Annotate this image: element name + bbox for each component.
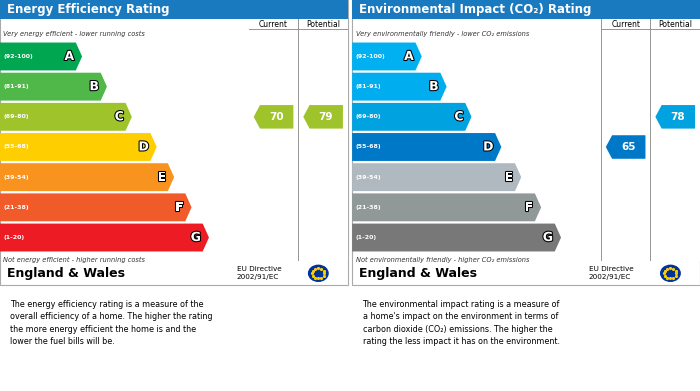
Text: (81-91): (81-91) bbox=[4, 84, 29, 89]
Bar bbox=[601, 29, 700, 30]
Text: Energy Efficiency Rating: Energy Efficiency Rating bbox=[7, 3, 169, 16]
Text: C: C bbox=[115, 110, 124, 123]
Text: Potential: Potential bbox=[306, 20, 340, 29]
Text: Current: Current bbox=[259, 20, 288, 29]
Polygon shape bbox=[303, 105, 343, 129]
Text: Not environmentally friendly - higher CO₂ emissions: Not environmentally friendly - higher CO… bbox=[356, 257, 529, 263]
Polygon shape bbox=[352, 133, 501, 161]
Text: 70: 70 bbox=[269, 112, 284, 122]
Text: (39-54): (39-54) bbox=[4, 175, 29, 180]
Circle shape bbox=[309, 265, 328, 281]
Text: (1-20): (1-20) bbox=[356, 235, 377, 240]
Text: 65: 65 bbox=[621, 142, 636, 152]
Text: (69-80): (69-80) bbox=[356, 114, 381, 119]
Text: (92-100): (92-100) bbox=[356, 54, 385, 59]
Text: E: E bbox=[505, 170, 513, 184]
Text: Not energy efficient - higher running costs: Not energy efficient - higher running co… bbox=[4, 257, 146, 263]
Text: G: G bbox=[190, 231, 201, 244]
Polygon shape bbox=[352, 163, 522, 191]
Text: England & Wales: England & Wales bbox=[7, 267, 125, 280]
Text: (21-38): (21-38) bbox=[356, 205, 382, 210]
Text: D: D bbox=[483, 140, 493, 154]
Polygon shape bbox=[0, 224, 209, 251]
Text: Environmental Impact (CO₂) Rating: Environmental Impact (CO₂) Rating bbox=[359, 3, 592, 16]
Text: Very environmentally friendly - lower CO₂ emissions: Very environmentally friendly - lower CO… bbox=[356, 31, 529, 37]
Polygon shape bbox=[352, 73, 447, 100]
Text: Potential: Potential bbox=[658, 20, 692, 29]
Bar bbox=[248, 29, 348, 30]
Bar bbox=[0, 260, 348, 261]
Text: B: B bbox=[429, 80, 439, 93]
Text: England & Wales: England & Wales bbox=[359, 267, 477, 280]
Text: (39-54): (39-54) bbox=[356, 175, 382, 180]
Text: Very energy efficient - lower running costs: Very energy efficient - lower running co… bbox=[4, 31, 146, 37]
Polygon shape bbox=[0, 73, 107, 100]
Polygon shape bbox=[352, 43, 421, 70]
Circle shape bbox=[661, 265, 680, 281]
Text: The energy efficiency rating is a measure of the
overall efficiency of a home. T: The energy efficiency rating is a measur… bbox=[10, 300, 213, 346]
Text: (55-68): (55-68) bbox=[4, 145, 29, 149]
Text: The environmental impact rating is a measure of
a home's impact on the environme: The environmental impact rating is a mea… bbox=[363, 300, 560, 346]
Text: EU Directive
2002/91/EC: EU Directive 2002/91/EC bbox=[589, 266, 634, 280]
Text: F: F bbox=[524, 201, 533, 214]
Text: B: B bbox=[90, 80, 99, 93]
Bar bbox=[352, 260, 700, 261]
Polygon shape bbox=[0, 194, 192, 221]
Polygon shape bbox=[0, 103, 132, 131]
Polygon shape bbox=[0, 163, 174, 191]
Polygon shape bbox=[253, 105, 293, 129]
Polygon shape bbox=[352, 103, 472, 131]
Bar bbox=[248, 18, 348, 261]
Polygon shape bbox=[0, 133, 157, 161]
Text: F: F bbox=[175, 201, 183, 214]
Text: EU Directive
2002/91/EC: EU Directive 2002/91/EC bbox=[237, 266, 281, 280]
Polygon shape bbox=[655, 105, 695, 129]
Text: C: C bbox=[454, 110, 463, 123]
Polygon shape bbox=[0, 43, 82, 70]
Text: E: E bbox=[158, 170, 166, 184]
Text: (55-68): (55-68) bbox=[356, 145, 382, 149]
Text: (81-91): (81-91) bbox=[356, 84, 382, 89]
Polygon shape bbox=[352, 224, 561, 251]
Text: A: A bbox=[64, 50, 74, 63]
Text: D: D bbox=[139, 140, 148, 154]
Polygon shape bbox=[606, 135, 645, 159]
Text: A: A bbox=[404, 50, 414, 63]
Bar bbox=[352, 0, 700, 18]
Text: (92-100): (92-100) bbox=[4, 54, 33, 59]
Text: Current: Current bbox=[611, 20, 640, 29]
Text: 78: 78 bbox=[671, 112, 685, 122]
Polygon shape bbox=[352, 194, 541, 221]
Bar bbox=[601, 18, 700, 261]
Text: (21-38): (21-38) bbox=[4, 205, 29, 210]
Text: 79: 79 bbox=[318, 112, 333, 122]
Text: (1-20): (1-20) bbox=[4, 235, 24, 240]
Bar bbox=[0, 0, 348, 18]
Text: G: G bbox=[542, 231, 553, 244]
Text: (69-80): (69-80) bbox=[4, 114, 29, 119]
